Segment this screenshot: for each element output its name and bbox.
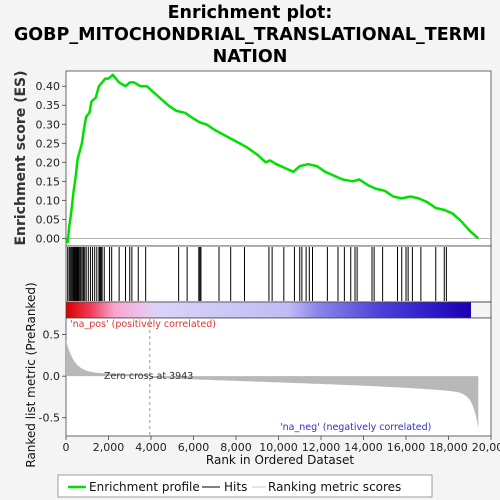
ranking-metric-area xyxy=(66,339,479,429)
es-profile-layer xyxy=(64,73,491,244)
es-tick-label: 0.25 xyxy=(36,137,61,150)
hits-panel xyxy=(65,245,492,303)
x-tick-label: 16,000 xyxy=(387,441,426,454)
es-axis-label: Enrichment score (ES) xyxy=(13,70,29,245)
legend-metric-label: Ranking metric scores xyxy=(268,480,401,494)
x-tick-label: 2,000 xyxy=(93,441,125,454)
es-panel xyxy=(65,70,492,247)
es-tick-label: 0.20 xyxy=(36,156,61,169)
legend-hits-label: Hits xyxy=(224,480,247,494)
es-tick-label: 0.10 xyxy=(36,194,61,207)
legend-es-label: Enrichment profile xyxy=(89,480,200,494)
es-tick-label: 0.35 xyxy=(36,99,61,112)
chart-title-line-3: NATION xyxy=(213,47,288,67)
metric-tick-label: 0.5 xyxy=(43,329,61,342)
x-tick-label: 4,000 xyxy=(135,441,167,454)
chart-title-line-2: GOBP_MITOCHONDRIAL_TRANSLATIONAL_TERMI xyxy=(14,25,486,45)
es-axis-ticks: 0.00 0.05 0.10 0.15 0.20 0.25 0.30 0.35 0.40 xyxy=(36,80,66,245)
x-tick-label: 12,000 xyxy=(302,441,341,454)
x-tick-label: 0 xyxy=(63,441,70,454)
metric-tick-label: -0.5 xyxy=(39,412,60,425)
rank-color-bar xyxy=(66,302,471,318)
legend-box xyxy=(57,474,433,498)
metric-tick-label: 0.0 xyxy=(43,370,61,383)
legend: Enrichment profile Hits Ranking metric s… xyxy=(57,474,433,498)
es-tick-label: 0.00 xyxy=(36,232,61,245)
metric-axis-ticks: 0.5 0.0 -0.5 xyxy=(39,329,66,425)
pos-correlated-label: 'na_pos' (positively correlated) xyxy=(70,319,216,330)
es-tick-label: 0.05 xyxy=(36,213,61,226)
zero-cross-label: Zero cross at 3943 xyxy=(104,371,193,382)
x-axis-label: Rank in Ordered Dataset xyxy=(206,453,354,467)
hits-layer xyxy=(67,247,447,301)
es-tick-label: 0.15 xyxy=(36,175,61,188)
x-tick-label: 18,000 xyxy=(429,441,468,454)
es-tick-label: 0.30 xyxy=(36,118,61,131)
x-tick-label: 10,000 xyxy=(259,441,298,454)
neg-correlated-label: 'na_neg' (negatively correlated) xyxy=(280,422,431,433)
chart-title-line-1: Enrichment plot: xyxy=(168,3,333,23)
x-tick-label: 8,000 xyxy=(220,441,252,454)
x-tick-label: 6,000 xyxy=(178,441,210,454)
metric-layer xyxy=(66,318,479,436)
x-axis-ticks: 0 2,000 4,000 6,000 8,000 10,000 12,000 14,000 1… xyxy=(63,436,500,454)
x-tick-label: 20,000 xyxy=(472,441,500,454)
es-profile-line xyxy=(64,73,480,244)
x-tick-label: 14,000 xyxy=(344,441,383,454)
es-tick-label: 0.40 xyxy=(36,80,61,93)
metric-axis-label: Ranked list metric (PreRanked) xyxy=(24,282,38,467)
